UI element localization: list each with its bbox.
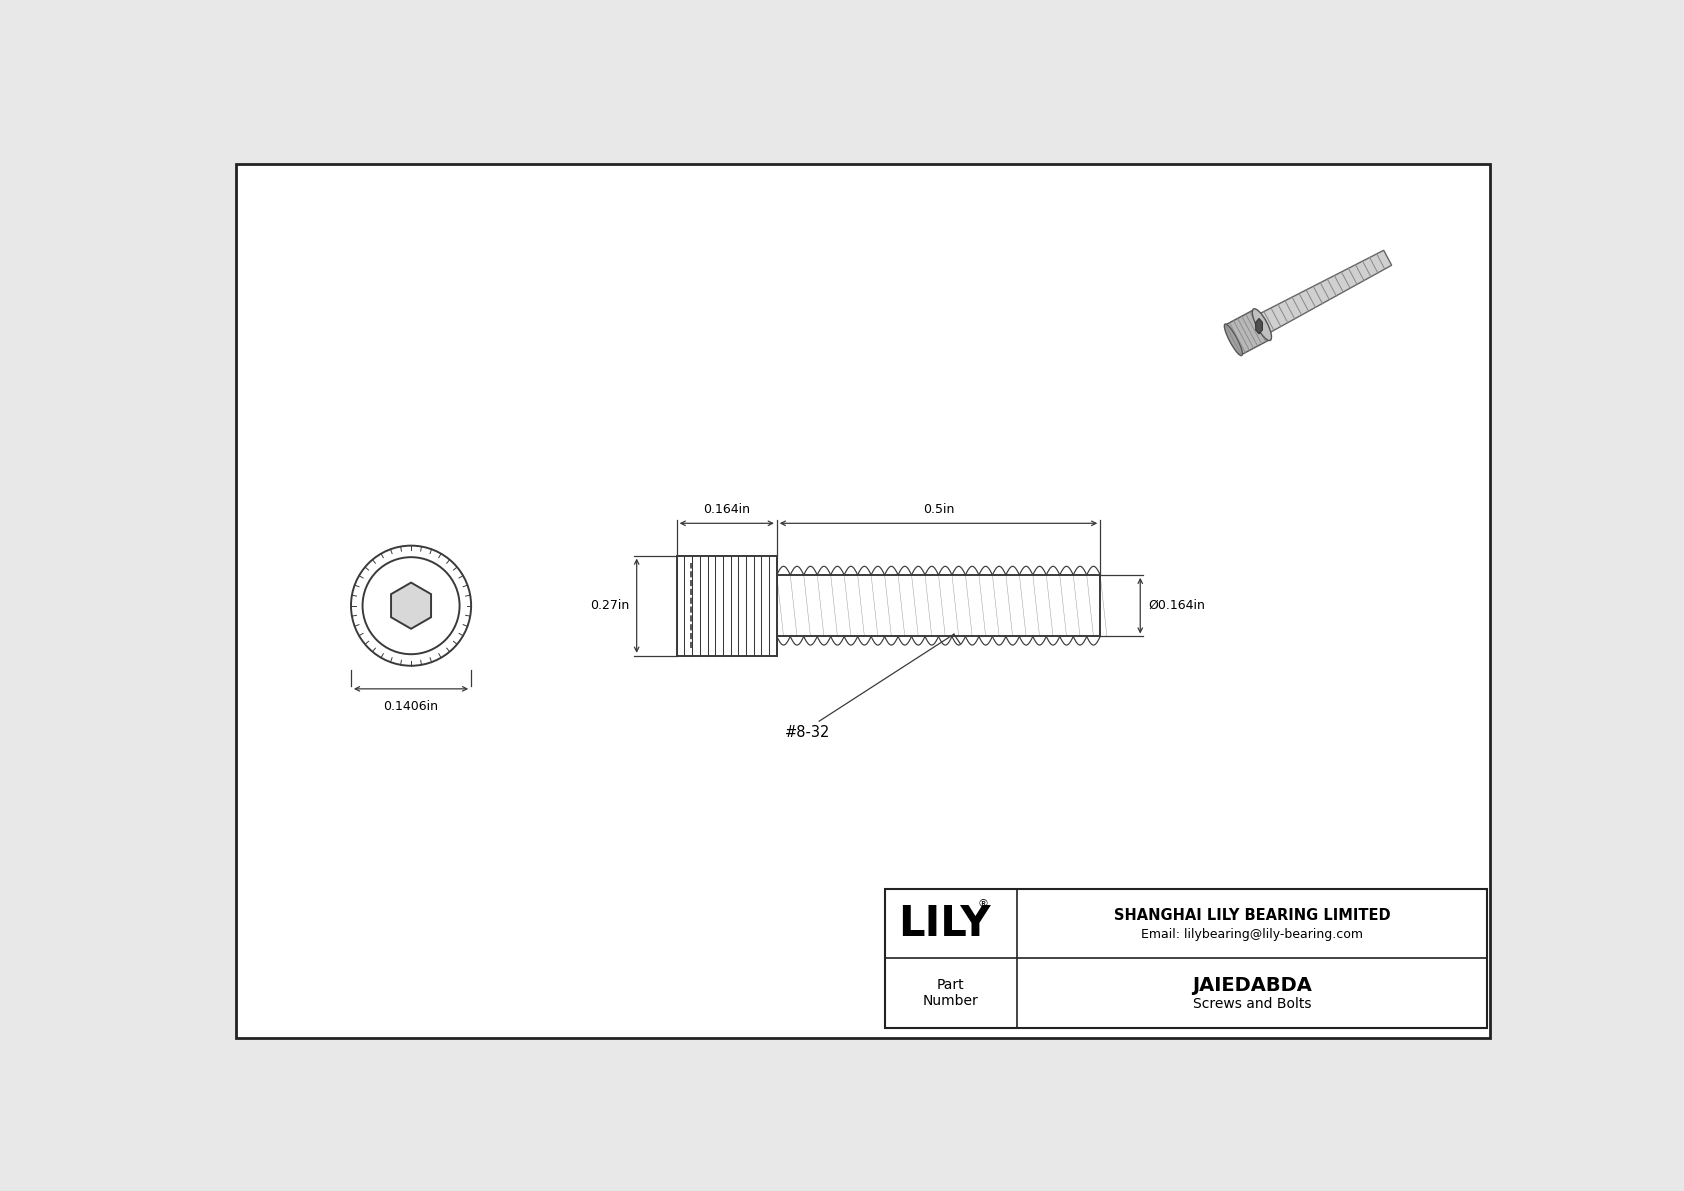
Text: Ø0.164in: Ø0.164in: [1148, 599, 1204, 612]
Text: 0.1406in: 0.1406in: [384, 699, 438, 712]
Ellipse shape: [1253, 308, 1271, 341]
Text: ®: ®: [978, 899, 989, 909]
Ellipse shape: [1224, 324, 1243, 356]
Text: 0.5in: 0.5in: [923, 503, 955, 516]
Polygon shape: [1256, 250, 1391, 335]
Text: 0.164in: 0.164in: [704, 503, 751, 516]
Text: Email: lilybearing@lily-bearing.com: Email: lilybearing@lily-bearing.com: [1140, 928, 1362, 941]
Text: Part
Number: Part Number: [923, 978, 978, 1008]
Polygon shape: [1256, 318, 1263, 333]
Circle shape: [350, 545, 472, 666]
Bar: [677, 556, 776, 656]
Polygon shape: [391, 582, 431, 629]
Text: JAIEDABDA: JAIEDABDA: [1192, 975, 1312, 994]
Text: LILY: LILY: [899, 903, 990, 944]
Text: SHANGHAI LILY BEARING LIMITED: SHANGHAI LILY BEARING LIMITED: [1113, 909, 1391, 923]
Bar: [884, 888, 1487, 1028]
Polygon shape: [1226, 310, 1270, 355]
Text: Screws and Bolts: Screws and Bolts: [1192, 997, 1312, 1011]
Text: #8-32: #8-32: [785, 725, 830, 740]
Circle shape: [362, 557, 460, 654]
Text: 0.27in: 0.27in: [589, 599, 628, 612]
